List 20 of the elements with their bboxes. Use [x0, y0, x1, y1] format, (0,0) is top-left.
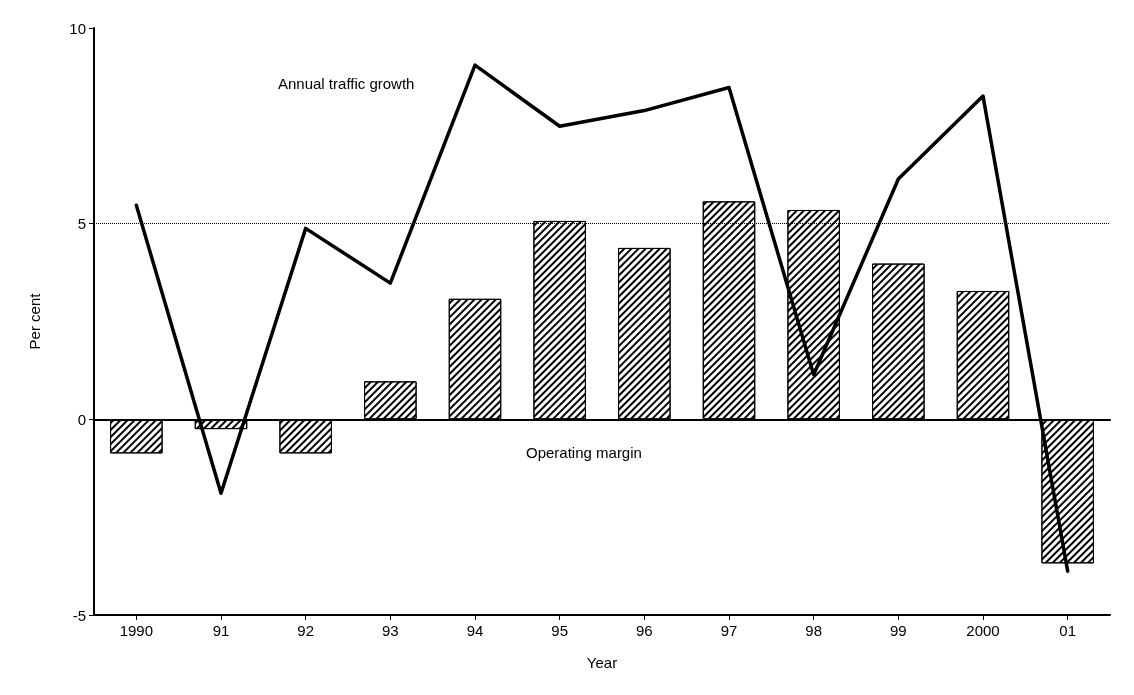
- x-tick-label: 95: [551, 622, 569, 639]
- annotation: Operating margin: [526, 444, 642, 461]
- x-tick-label: 92: [297, 622, 315, 639]
- y-tick-label: 10: [69, 19, 86, 37]
- y-tick-label: -5: [72, 606, 86, 624]
- annotation: Annual traffic growth: [278, 75, 415, 92]
- x-axis-title: Year: [586, 654, 618, 671]
- x-tick-label: 94: [466, 622, 484, 639]
- x-tick-label: 91: [212, 622, 230, 639]
- y-axis-title: Per cent: [26, 292, 43, 350]
- x-tick-label: 01: [1059, 622, 1077, 639]
- y-tick-label: 5: [77, 215, 86, 233]
- x-tick-label: 1990: [119, 622, 154, 639]
- y-tick-label: 0: [77, 410, 86, 428]
- x-tick-label: 99: [889, 622, 907, 639]
- x-tick-label: 2000: [966, 622, 1000, 639]
- x-tick-label: 98: [805, 622, 823, 639]
- x-tick-label: 97: [720, 622, 738, 639]
- x-tick-label: 93: [381, 622, 399, 639]
- x-tick-label: 96: [635, 622, 653, 639]
